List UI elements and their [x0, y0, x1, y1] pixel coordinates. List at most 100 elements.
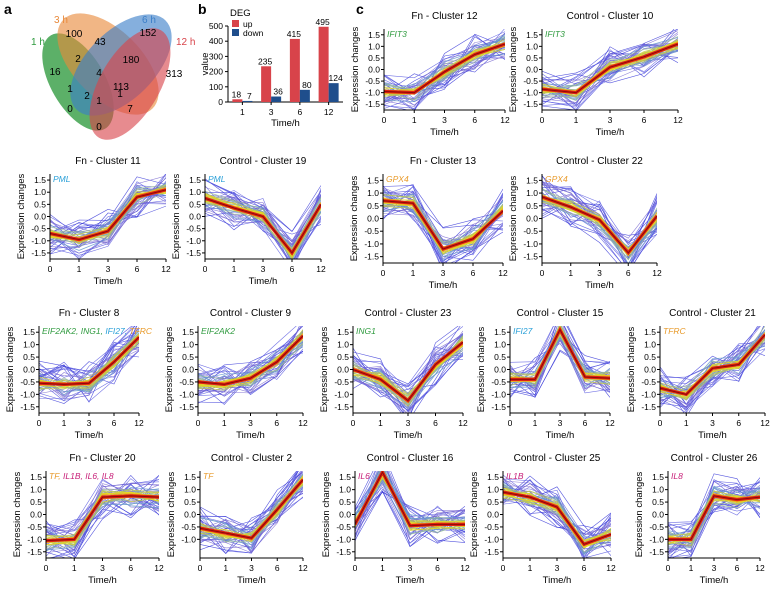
x-tick-label: 1: [689, 563, 694, 573]
y-tick-label: -1.0: [484, 534, 499, 544]
y-tick-label: -1.5: [334, 402, 349, 412]
gene-labels: IFIT3: [545, 29, 565, 39]
member-profile-line: [353, 345, 463, 408]
member-profile-line: [205, 190, 321, 242]
y-tick-label: 0.0: [182, 365, 194, 375]
y-tick-label: 0.5: [184, 497, 196, 507]
cluster-mean-core: [198, 335, 303, 385]
x-tick-label: 6: [112, 418, 117, 428]
y-tick-label: -1.0: [186, 236, 201, 246]
bar-y-tick-label: 400: [209, 36, 223, 46]
gene-labels: GPX4: [386, 174, 409, 184]
x-tick-label: 12: [458, 418, 468, 428]
member-profile-line: [355, 477, 465, 526]
x-tick-label: 3: [712, 563, 717, 573]
member-profile-line: [660, 326, 761, 405]
y-tick-label: 1.0: [189, 187, 201, 197]
cluster-title: Fn - Cluster 8: [59, 308, 120, 319]
gene-label: IFI27: [513, 326, 533, 336]
y-tick-label: 0.5: [644, 352, 656, 362]
y-tick-label: 1.5: [34, 175, 46, 185]
y-tick-label: -1.5: [336, 547, 351, 557]
panel-label-b: b: [198, 1, 207, 17]
gene-labels: ING1: [356, 326, 376, 336]
bar-value-label: 36: [273, 87, 283, 97]
bar-value-label: 235: [258, 56, 272, 66]
y-tick-label: -1.0: [31, 236, 46, 246]
cluster-title: Control - Cluster 19: [220, 156, 307, 167]
member-profile-line: [200, 480, 303, 534]
cluster-mean-core: [503, 491, 611, 545]
x-tick-label: 0: [501, 563, 506, 573]
x-tick-label: 6: [433, 418, 438, 428]
x-tick-label: 6: [471, 268, 476, 278]
gene-label: TF: [203, 471, 214, 481]
gene-label: PML: [53, 174, 71, 184]
member-profile-line: [542, 47, 678, 97]
y-tick-label: 0.0: [23, 365, 35, 375]
member-profile-line: [39, 330, 139, 394]
x-tick-label: 6: [626, 268, 631, 278]
profile-band: [510, 326, 610, 399]
x-axis-label: Time/h: [394, 430, 423, 441]
y-tick-label: 1.5: [526, 175, 538, 185]
gene-label: IFI27,: [105, 326, 129, 336]
member-profile-line: [200, 491, 303, 554]
y-tick-label: -1.5: [523, 252, 538, 262]
gene-labels: IFIT3: [387, 29, 407, 39]
cluster-title: Control - Cluster 15: [517, 308, 604, 319]
venn-region-value: 7: [127, 104, 133, 115]
y-tick-label: 1.0: [184, 485, 196, 495]
y-axis-label: Expression changes: [164, 326, 175, 412]
y-tick-label: -0.5: [334, 377, 349, 387]
x-tick-label: 12: [673, 115, 683, 125]
y-tick-label: 0.0: [652, 510, 664, 520]
cluster-panel: Control - Cluster 9 -1.5 -1.0 -0.5 0.0 0.5 1.0…: [164, 308, 308, 441]
member-profile-line: [510, 326, 610, 363]
member-profile-line: [542, 46, 678, 96]
y-tick-label: 1.0: [23, 340, 35, 350]
y-tick-label: -1.5: [641, 402, 656, 412]
y-tick-label: 1.0: [182, 340, 194, 350]
gene-label: IFIT3: [387, 29, 407, 39]
y-tick-label: 0.5: [652, 497, 664, 507]
cluster-mean-core: [353, 341, 463, 402]
venn-region-value: 180: [123, 55, 140, 66]
gene-label: IL8: [671, 471, 683, 481]
cluster-panel: Control - Cluster 10 -1.5-1.0 -0.50.0 0.5 1.…: [508, 11, 683, 138]
x-tick-label: 3: [100, 563, 105, 573]
x-tick-label: 0: [48, 264, 53, 274]
y-axis-label: Expression changes: [634, 471, 645, 557]
gene-label: IL6: [358, 471, 370, 481]
member-profile-line: [384, 53, 505, 103]
cluster-mean-core: [200, 479, 303, 539]
gene-label: TF,: [49, 471, 63, 481]
member-profile-line: [46, 478, 159, 541]
y-axis-label: Expression changes: [319, 326, 330, 412]
member-profile-line: [542, 48, 678, 95]
cluster-mean-core: [355, 471, 465, 527]
x-tick-label: 0: [196, 418, 201, 428]
member-profile-line: [383, 191, 503, 263]
y-tick-label: 1.0: [526, 188, 538, 198]
y-tick-label: -1.0: [181, 534, 196, 544]
y-tick-label: 0.0: [30, 510, 42, 520]
x-tick-label: 12: [316, 264, 326, 274]
x-tick-label: 3: [597, 268, 602, 278]
x-tick-label: 1: [684, 418, 689, 428]
y-axis-label: Expression changes: [476, 326, 487, 412]
gene-labels: EIF2AK2, ING1, IFI27, TFRC: [42, 326, 153, 336]
gene-labels: EIF2AK2: [201, 326, 235, 336]
member-profile-line: [660, 338, 765, 400]
cluster-mean-core: [46, 495, 159, 542]
y-tick-label: 0.5: [487, 497, 499, 507]
x-tick-label: 0: [44, 563, 49, 573]
y-tick-label: 0.5: [182, 352, 194, 362]
y-tick-label: 1.0: [339, 485, 351, 495]
cluster-panel: Control - Cluster 26 -1.5 -1.0 -0.5 0.0 0.5 1.…: [634, 453, 765, 586]
y-tick-label: 0.5: [337, 352, 349, 362]
bar-value-label: 80: [302, 80, 312, 90]
y-tick-label: -1.5: [186, 248, 201, 258]
x-tick-label: 3: [406, 418, 411, 428]
